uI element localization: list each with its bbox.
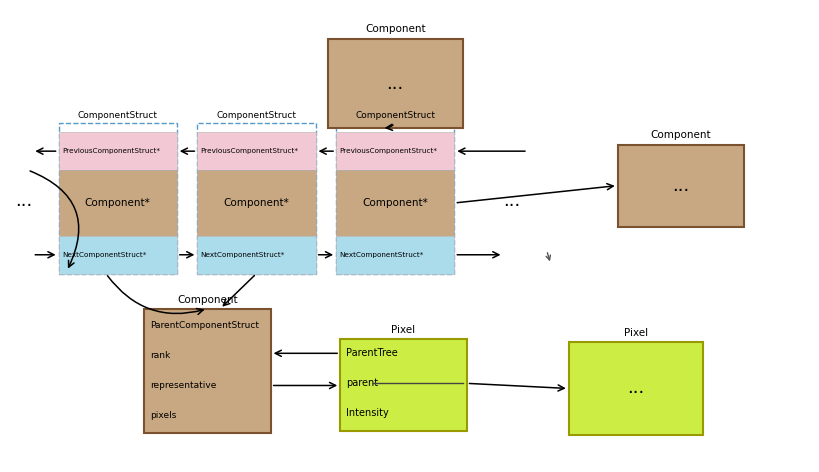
Text: NextComponentStruct*: NextComponentStruct* (339, 252, 423, 258)
Bar (340, 339, 467, 431)
Text: Component: Component (650, 130, 711, 140)
Bar (568, 342, 704, 435)
Bar (336, 170, 455, 236)
Text: Component*: Component* (224, 198, 289, 208)
Text: ...: ... (387, 75, 404, 93)
Bar (58, 236, 177, 274)
Bar (197, 236, 315, 274)
Text: ...: ... (672, 177, 690, 194)
Bar (58, 170, 177, 236)
Bar (197, 132, 315, 170)
Bar (58, 132, 177, 170)
Bar (197, 170, 315, 236)
Bar (336, 132, 455, 170)
Text: PreviousComponentStruct*: PreviousComponentStruct* (339, 148, 437, 154)
Text: Pixel: Pixel (391, 326, 415, 336)
Text: Intensity: Intensity (346, 408, 388, 418)
Text: NextComponentStruct*: NextComponentStruct* (201, 252, 285, 258)
Text: Pixel: Pixel (624, 328, 648, 338)
Text: ParentComponentStruct: ParentComponentStruct (150, 320, 259, 329)
Text: ...: ... (503, 192, 520, 210)
Text: PreviousComponentStruct*: PreviousComponentStruct* (201, 148, 299, 154)
Text: Component: Component (365, 24, 426, 34)
Text: ComponentStruct: ComponentStruct (216, 110, 296, 119)
Text: ...: ... (16, 192, 33, 210)
Text: representative: representative (150, 381, 216, 390)
Bar (336, 123, 455, 274)
Text: Component: Component (177, 295, 238, 305)
Bar (144, 309, 271, 433)
Text: ...: ... (627, 379, 645, 397)
Bar (197, 123, 315, 274)
Text: PreviousComponentStruct*: PreviousComponentStruct* (61, 148, 160, 154)
Text: ParentTree: ParentTree (346, 348, 397, 358)
Bar (328, 39, 463, 128)
Text: ComponentStruct: ComponentStruct (355, 110, 435, 119)
Bar (58, 123, 177, 274)
Text: ComponentStruct: ComponentStruct (78, 110, 158, 119)
Text: Component*: Component* (85, 198, 151, 208)
Text: rank: rank (150, 351, 170, 360)
Bar (618, 144, 744, 227)
Text: Component*: Component* (362, 198, 428, 208)
Text: parent: parent (346, 379, 378, 388)
Bar (336, 236, 455, 274)
Text: pixels: pixels (150, 411, 176, 420)
Text: NextComponentStruct*: NextComponentStruct* (61, 252, 146, 258)
